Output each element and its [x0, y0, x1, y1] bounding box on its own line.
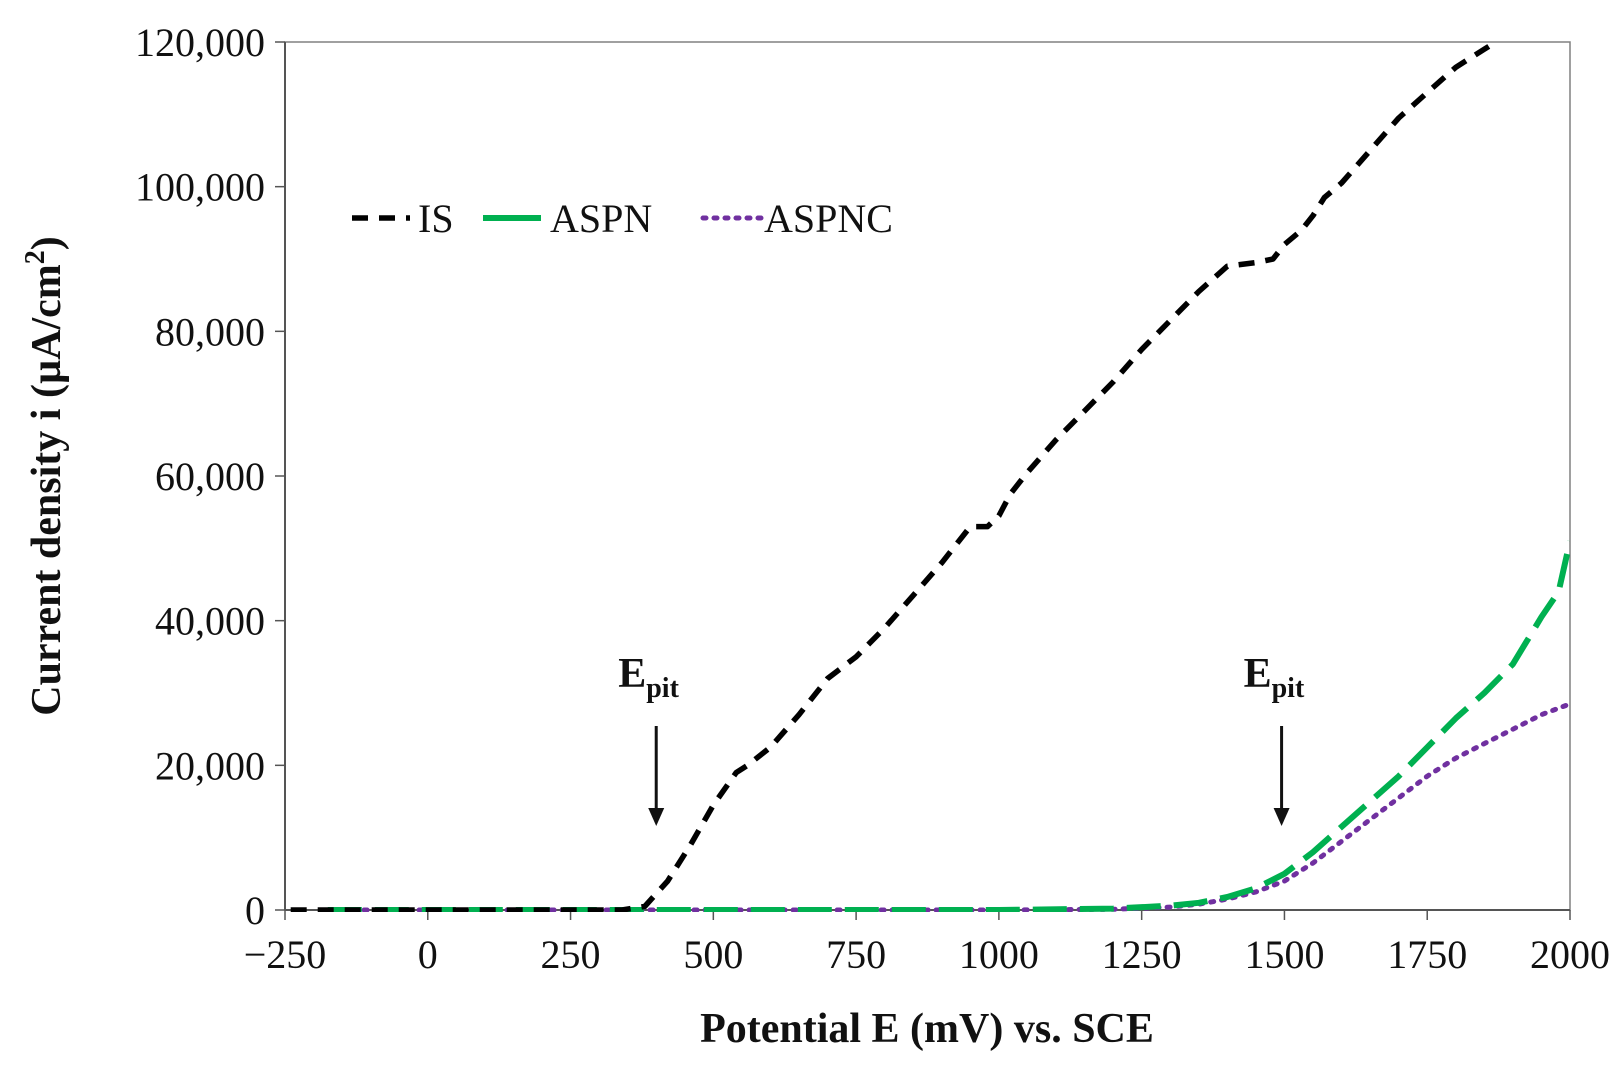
y-tick-label: 40,000 — [155, 599, 265, 644]
legend-item-is: IS — [352, 196, 454, 241]
legend-label-aspn: ASPN — [550, 196, 652, 241]
annotation-arrow-head — [648, 808, 665, 826]
legend-item-aspn: ASPN — [483, 196, 652, 241]
x-tick-label: 1750 — [1387, 932, 1467, 977]
x-tick-label: −250 — [244, 932, 327, 977]
y-tick-label: 100,000 — [135, 165, 265, 210]
y-axis-title-sup: 2 — [20, 250, 51, 264]
annotation-subscript: pit — [646, 673, 679, 704]
y-tick-label: 80,000 — [155, 309, 265, 354]
x-tick-label: 750 — [826, 932, 886, 977]
series-line-is — [290, 40, 1498, 912]
y-axis-title-end: ) — [24, 236, 70, 250]
x-tick-label: 1000 — [959, 932, 1039, 977]
x-axis: −250 0 250 500 750 1000 1250 1500 1750 2000 — [244, 909, 1610, 977]
legend: IS ASPN ASPNC — [352, 196, 893, 241]
annotation-label: Epit — [618, 651, 679, 704]
plot-area — [284, 41, 1571, 911]
y-axis-title: Current density i (µA/cm2) — [20, 236, 70, 716]
annotation-epit-2: Epit — [1244, 651, 1305, 826]
annotation-epit-1: Epit — [618, 651, 680, 826]
y-axis-title-main: Current density i (µA/cm — [24, 264, 70, 716]
annotation-label: Epit — [1244, 651, 1305, 704]
x-tick-label: 1250 — [1102, 932, 1182, 977]
legend-label-aspnc: ASPNC — [764, 196, 893, 241]
y-axis: 0 20,000 40,000 60,000 80,000 100,000 120,000 — [135, 20, 286, 933]
legend-item-aspnc: ASPNC — [700, 196, 893, 241]
annotation-subscript: pit — [1272, 673, 1305, 704]
annotation-arrow-head — [1273, 808, 1290, 826]
x-axis-title: Potential E (mV) vs. SCE — [700, 1006, 1154, 1052]
y-tick-label: 20,000 — [155, 743, 265, 788]
y-tick-label: 0 — [245, 888, 265, 933]
y-tick-label: 120,000 — [135, 20, 265, 65]
x-tick-label: 250 — [541, 932, 601, 977]
legend-label-is: IS — [418, 196, 454, 241]
series-line-aspn — [327, 540, 1570, 912]
x-tick-label: 500 — [683, 932, 743, 977]
y-tick-label: 60,000 — [155, 454, 265, 499]
x-tick-label: 1500 — [1244, 932, 1324, 977]
annotations: Epit Epit — [618, 651, 1305, 826]
x-tick-label: 2000 — [1530, 932, 1610, 977]
series-layer — [290, 40, 1570, 912]
series-line-aspnc — [339, 701, 1570, 912]
x-tick-label: 0 — [418, 932, 438, 977]
